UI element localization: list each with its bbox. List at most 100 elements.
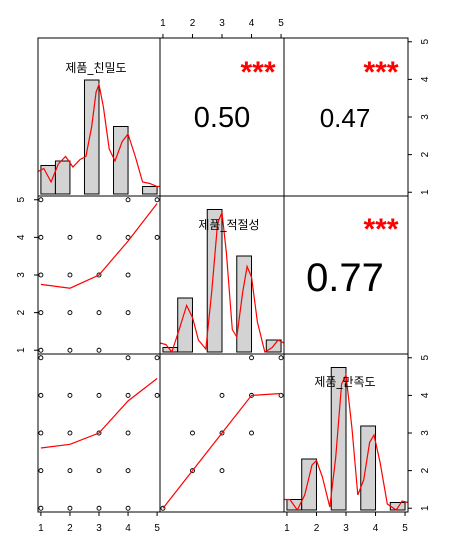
scatter-point [67, 234, 73, 240]
variable-label: 제품_친밀도 [65, 61, 126, 75]
scatter-point [67, 347, 73, 353]
scatter-point [38, 347, 44, 353]
scatter-point [160, 505, 166, 511]
scatter-point [219, 468, 225, 474]
histogram-bar [236, 255, 253, 353]
significance-stars: *** [363, 213, 398, 246]
scatter-point [96, 430, 102, 436]
axis-tick-label: 4 [420, 392, 431, 398]
axis-tick-label: 4 [373, 523, 379, 534]
axis-tick-label: 2 [314, 523, 320, 534]
scatter-point [219, 392, 225, 398]
scatter-point [96, 468, 102, 474]
scatter-point [38, 468, 44, 474]
scatter-point [154, 234, 160, 240]
axis-tick-label: 2 [67, 523, 73, 534]
axis-tick-label: 1 [38, 523, 44, 534]
scatter-point [219, 430, 225, 436]
scatter-point [96, 505, 102, 511]
density-curve [37, 82, 160, 188]
correlation-value: 0.47 [320, 103, 371, 133]
axis-tick-label: 2 [190, 18, 196, 29]
scatter-point [38, 430, 44, 436]
scatter-point [278, 355, 284, 361]
scatter-point [96, 272, 102, 278]
scatter-point [38, 392, 44, 398]
axis-tick-label: 3 [16, 272, 27, 278]
axis-tick-label: 5 [16, 197, 27, 203]
histogram-bar [206, 209, 223, 353]
axis-tick-label: 5 [420, 39, 431, 45]
axis-tick-label: 1 [420, 189, 431, 195]
scatter-point [67, 468, 73, 474]
axis-tick-label: 5 [402, 523, 408, 534]
scatter-point [125, 310, 131, 316]
axis-tick-label: 1 [16, 347, 27, 353]
axis-tick-label: 1 [420, 505, 431, 511]
scatter-point [38, 234, 44, 240]
axis-tick-label: 1 [160, 18, 166, 29]
axis-tick-label: 5 [278, 18, 284, 29]
scatter-point [96, 310, 102, 316]
significance-stars: *** [240, 56, 275, 89]
scatter-point [96, 392, 102, 398]
scatter-point [38, 272, 44, 278]
scatter-point [125, 505, 131, 511]
axis-tick-label: 3 [96, 523, 102, 534]
scatter-point [67, 272, 73, 278]
density-curve [159, 212, 285, 354]
correlation-value: 0.50 [194, 102, 250, 134]
histogram-bar [301, 458, 317, 511]
scatter-point [67, 392, 73, 398]
axis-tick-label: 2 [420, 467, 431, 473]
histogram-bar [83, 79, 100, 195]
scatter-point [67, 505, 73, 511]
scatter-point [125, 392, 131, 398]
axis-tick-label: 4 [125, 523, 131, 534]
histogram-bar [389, 502, 406, 511]
correlation-value: 0.77 [306, 256, 384, 300]
smooth-line [40, 203, 158, 289]
histogram-bar [40, 165, 56, 195]
scatter-point [38, 197, 44, 203]
histogram-bar [177, 297, 193, 353]
scatter-point [125, 430, 131, 436]
scatter-point [249, 430, 254, 436]
variable-label: 제품_적절성 [198, 218, 259, 232]
scatter-point [38, 355, 44, 361]
histogram-bar [113, 126, 129, 195]
axis-tick-label: 1 [284, 523, 290, 534]
smooth-line [162, 392, 282, 509]
scatter-point [67, 430, 73, 436]
axis-tick-label: 3 [420, 114, 431, 120]
scatter-point [154, 197, 160, 203]
scatter-point [125, 272, 131, 278]
scatter-point [96, 234, 102, 240]
scatter-point [154, 355, 160, 361]
significance-stars: *** [363, 56, 398, 89]
smooth-line [40, 378, 158, 449]
scatter-point [278, 392, 284, 398]
axis-tick-label: 5 [420, 355, 431, 361]
axis-tick-label: 3 [219, 18, 225, 29]
density-curve [284, 372, 409, 512]
histogram-bar [330, 367, 347, 511]
variable-label: 제품_만족도 [314, 375, 375, 389]
scatter-point [96, 347, 102, 353]
histogram-bar [142, 186, 158, 195]
scatter-point [125, 355, 131, 361]
axis-tick-label: 5 [154, 523, 160, 534]
histogram-bar [54, 160, 71, 195]
axis-tick-label: 3 [343, 523, 349, 534]
axis-tick-label: 4 [16, 234, 27, 240]
scatter-point [154, 392, 160, 398]
scatter-point [38, 310, 44, 316]
scatter-point [38, 505, 44, 511]
axis-tick-label: 3 [420, 430, 431, 436]
histogram-bar [360, 425, 377, 511]
axis-tick-label: 4 [420, 76, 431, 82]
scatter-point [125, 234, 131, 240]
axis-tick-label: 2 [420, 151, 431, 157]
scatter-point [190, 430, 195, 436]
